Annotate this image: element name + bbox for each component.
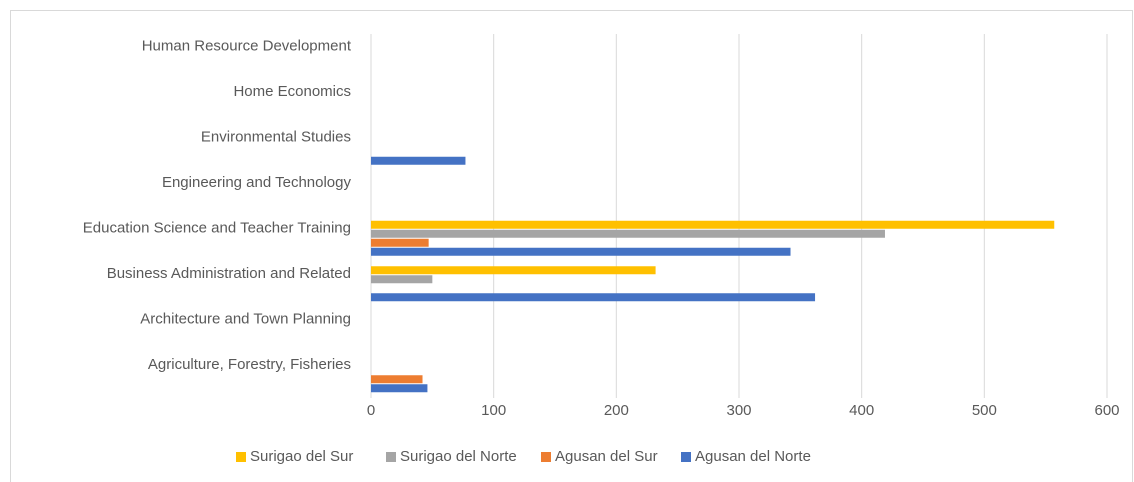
bar <box>371 293 816 302</box>
y-tick-label: Architecture and Town Planning <box>140 311 351 328</box>
legend-label: Agusan del Sur <box>555 448 658 465</box>
x-tick-label: 600 <box>1094 402 1119 419</box>
bar <box>371 375 423 384</box>
y-tick-label: Home Economics <box>233 83 351 100</box>
legend-swatch <box>541 452 551 462</box>
bar <box>371 156 466 165</box>
bar <box>371 220 1055 229</box>
x-tick-label: 500 <box>972 402 997 419</box>
bar <box>371 266 656 275</box>
x-tick-label: 200 <box>604 402 629 419</box>
y-tick-label: Agriculture, Forestry, Fisheries <box>148 356 351 373</box>
bar <box>371 247 791 256</box>
chart-border <box>10 10 1133 482</box>
x-tick-label: 100 <box>481 402 506 419</box>
legend-label: Surigao del Norte <box>400 448 517 465</box>
bar <box>371 384 428 393</box>
bar <box>371 229 885 238</box>
legend-label: Surigao del Sur <box>250 448 353 465</box>
x-tick-label: 0 <box>367 402 375 419</box>
legend-label: Agusan del Norte <box>695 448 811 465</box>
y-tick-label: Education Science and Teacher Training <box>83 220 351 237</box>
legend-swatch <box>681 452 691 462</box>
y-tick-label: Human Resource Development <box>142 38 352 55</box>
bar <box>371 275 433 284</box>
bar <box>371 238 429 247</box>
y-tick-label: Engineering and Technology <box>162 174 352 191</box>
y-tick-label: Business Administration and Related <box>107 265 351 282</box>
y-tick-label: Environmental Studies <box>201 129 351 146</box>
legend-swatch <box>386 452 396 462</box>
x-tick-label: 300 <box>726 402 751 419</box>
x-tick-label: 400 <box>849 402 874 419</box>
legend-swatch <box>236 452 246 462</box>
